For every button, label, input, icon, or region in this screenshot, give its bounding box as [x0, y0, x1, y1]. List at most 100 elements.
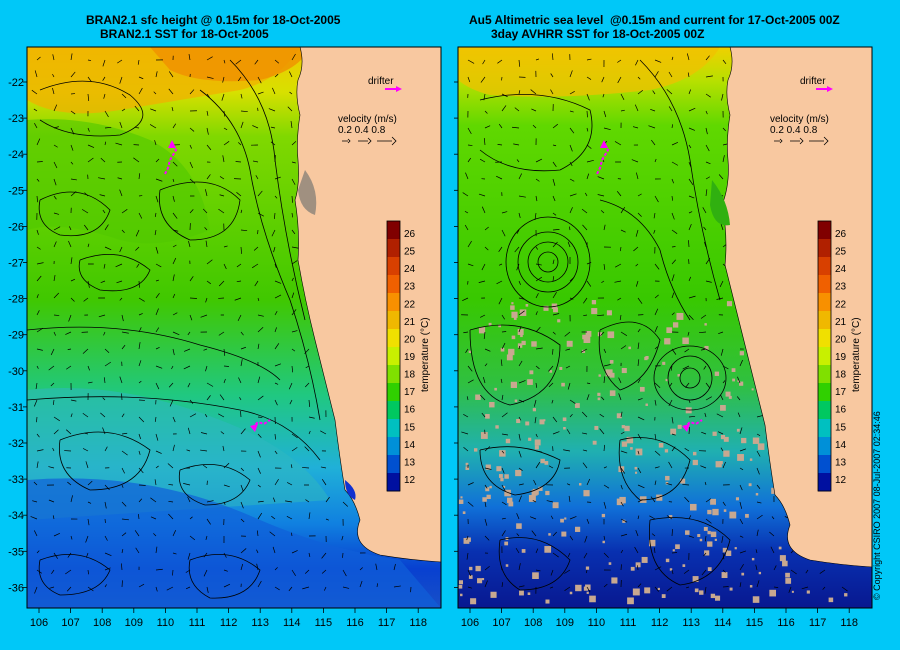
current-vector [221, 93, 225, 101]
current-vector [668, 399, 673, 407]
right-map-frame [457, 46, 873, 609]
current-vector [535, 246, 539, 250]
colorbar-swatch [387, 257, 400, 276]
current-vector [206, 144, 212, 151]
current-vector [257, 297, 260, 302]
cloud-gap-pixel [630, 447, 633, 450]
current-vector [70, 413, 73, 418]
current-vector [586, 58, 592, 61]
current-vector [325, 518, 329, 521]
current-vector [36, 195, 38, 203]
current-vector [138, 173, 141, 180]
lat-tick-label: -30 [8, 366, 24, 378]
current-vector [529, 516, 537, 520]
current-vector [637, 398, 643, 401]
current-vector [463, 331, 469, 334]
colorbar-tick-label: 19 [835, 352, 847, 363]
current-vector [155, 279, 160, 282]
current-vector [84, 192, 89, 197]
current-vector [569, 516, 577, 520]
current-vector [115, 263, 123, 268]
current-vector [501, 394, 504, 401]
cloud-gap-pixel [458, 580, 464, 585]
current-vector [769, 531, 775, 537]
current-vector [614, 280, 622, 283]
current-vector [168, 500, 174, 503]
current-vector [721, 535, 724, 543]
current-vector [34, 70, 38, 78]
cloud-gap-pixel [707, 567, 712, 571]
current-vector [189, 314, 193, 321]
colorbar-swatch [818, 437, 831, 456]
current-vector [168, 71, 174, 78]
current-vector [635, 263, 639, 267]
cloud-gap-pixel [758, 571, 762, 575]
colorbar-swatch [818, 365, 831, 384]
colorbar-swatch [387, 455, 400, 474]
current-vector [206, 110, 209, 116]
current-vector [480, 76, 486, 83]
current-vector [770, 546, 775, 554]
current-vector [320, 430, 327, 435]
current-vector [688, 211, 693, 214]
current-vector [222, 155, 225, 163]
current-vector [552, 313, 560, 316]
cloud-gap-pixel [675, 544, 680, 550]
current-vector [569, 91, 575, 95]
cloud-gap-pixel [735, 497, 740, 501]
current-vector [274, 399, 278, 406]
cloud-gap-pixel [574, 403, 580, 408]
current-vector [87, 144, 95, 148]
current-vector [688, 415, 696, 418]
current-vector [535, 311, 538, 316]
current-vector [702, 207, 707, 214]
cloud-gap-pixel [504, 474, 509, 479]
current-vector [518, 360, 523, 367]
current-vector [320, 466, 327, 469]
current-vector [637, 89, 644, 95]
current-vector [121, 209, 128, 214]
current-vector [49, 586, 55, 589]
current-vector [551, 399, 554, 404]
current-vector [467, 263, 474, 267]
current-vector [631, 159, 639, 163]
current-vector [66, 365, 72, 370]
current-vector [36, 310, 40, 316]
cloud-gap-pixel [578, 483, 582, 486]
colorbar-swatch [387, 473, 400, 492]
current-vector [238, 76, 242, 82]
current-vector [121, 93, 127, 99]
left-drifter-legend: drifter [368, 76, 402, 92]
current-vector [36, 569, 42, 574]
cloud-gap-pixel [697, 534, 701, 538]
cloud-gap-pixel [525, 304, 529, 307]
current-vector [586, 262, 592, 265]
cloud-gap-pixel [710, 498, 716, 505]
current-vector [155, 450, 162, 454]
current-vector [98, 314, 106, 318]
current-vector [739, 467, 744, 471]
current-vector [516, 533, 520, 537]
current-vector [222, 445, 225, 452]
current-vector [466, 535, 469, 541]
current-vector [705, 127, 708, 135]
current-vector [501, 530, 506, 537]
right-altimetry-contours [469, 59, 731, 591]
current-vector [703, 226, 707, 231]
cloud-gap-pixel [608, 562, 612, 565]
current-vector [218, 208, 225, 214]
current-vector [302, 467, 310, 469]
current-vector [393, 585, 401, 588]
current-vector [274, 343, 280, 350]
cloud-gap-pixel [723, 509, 727, 512]
current-vector [549, 586, 554, 589]
current-vector [518, 345, 521, 350]
left-map-frame [26, 46, 442, 609]
current-vector [600, 396, 605, 401]
cloud-gap-pixel [563, 426, 566, 430]
current-vector [223, 378, 226, 384]
cloud-gap-pixel [630, 566, 635, 571]
current-vector [467, 127, 472, 135]
current-vector [50, 382, 55, 387]
cloud-gap-pixel [714, 538, 717, 541]
